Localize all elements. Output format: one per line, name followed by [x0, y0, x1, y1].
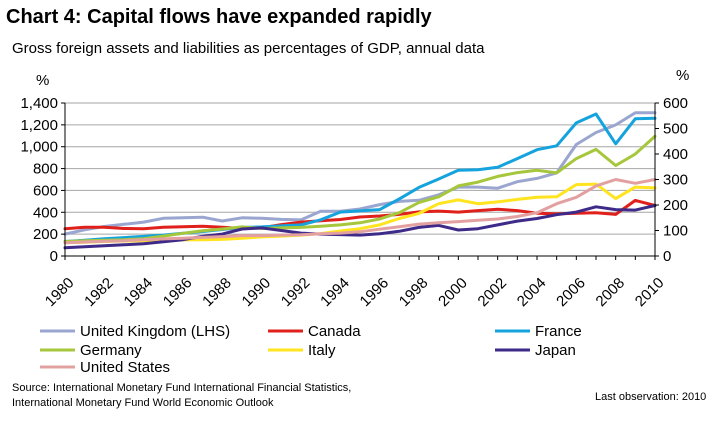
y-right-tick-label: 100	[663, 223, 688, 240]
y-left-axis-label: %	[36, 72, 49, 89]
legend-japan-label: Japan	[535, 342, 576, 359]
axes: 0 200 400 600 800 1,000 1,200 1,400 0 100 200 300 40…	[20, 95, 688, 310]
chart-subtitle: Gross foreign assets and liabilities as …	[12, 40, 485, 57]
gridlines	[65, 102, 655, 235]
source-line-1: Source: International Monetary Fund Inte…	[12, 382, 351, 394]
series-line-germany	[63, 134, 657, 243]
y-right-tick-label: 200	[663, 197, 688, 214]
x-tick-label: 2008	[593, 274, 629, 310]
legend: United Kingdom (LHS) Canada France Germany I…	[40, 323, 582, 376]
y-left-tick-label: 1,400	[20, 95, 58, 112]
series-lines	[63, 111, 657, 250]
series-line-united-states	[63, 178, 657, 245]
y-right-tick-label: 500	[663, 121, 688, 138]
x-tick-label: 2006	[553, 274, 589, 310]
y-right-tick-label: 0	[663, 248, 671, 265]
chart-title: Chart 4: Capital flows have expanded rap…	[6, 6, 433, 28]
y-right-tick-label: 400	[663, 146, 688, 163]
x-tick-label: 1998	[396, 274, 432, 310]
y-left-tick-label: 200	[33, 226, 58, 243]
x-tick-label: 1984	[121, 274, 157, 310]
legend-germany-label: Germany	[80, 342, 142, 359]
legend-united-states-label: United States	[80, 359, 170, 376]
y-left-tick-label: 1,000	[20, 139, 58, 156]
x-tick-label: 1988	[199, 274, 235, 310]
last-observation-note: Last observation: 2010	[595, 391, 706, 403]
source-line-2: International Monetary Fund World Econom…	[12, 397, 274, 409]
x-tick-label: 1980	[42, 274, 78, 310]
x-tick-label: 1994	[317, 274, 353, 310]
x-tick-label: 1986	[160, 274, 196, 310]
y-right-axis-label: %	[676, 67, 689, 84]
y-left-tick-label: 800	[33, 161, 58, 178]
x-tick-label: 2002	[475, 274, 511, 310]
y-left-tick-label: 600	[33, 182, 58, 199]
y-right-tick-label: 600	[663, 95, 688, 112]
legend-united-kingdom-lhs-label: United Kingdom (LHS)	[80, 323, 230, 340]
x-tick-label: 2000	[435, 274, 471, 310]
y-left-tick-label: 0	[50, 248, 58, 265]
legend-france-label: France	[535, 323, 582, 340]
y-left-tick-label: 1,200	[20, 117, 58, 134]
x-tick-label: 1992	[278, 274, 314, 310]
y-right-tick-label: 300	[663, 172, 688, 189]
x-tick-label: 2004	[514, 274, 550, 310]
x-tick-label: 2010	[632, 274, 668, 310]
x-tick-label: 1990	[239, 274, 275, 310]
x-tick-label: 1982	[81, 274, 117, 310]
series-line-japan	[63, 204, 657, 250]
legend-canada-label: Canada	[308, 323, 361, 340]
x-tick-label: 1996	[357, 274, 393, 310]
legend-italy-label: Italy	[308, 342, 336, 359]
y-left-tick-label: 400	[33, 204, 58, 221]
